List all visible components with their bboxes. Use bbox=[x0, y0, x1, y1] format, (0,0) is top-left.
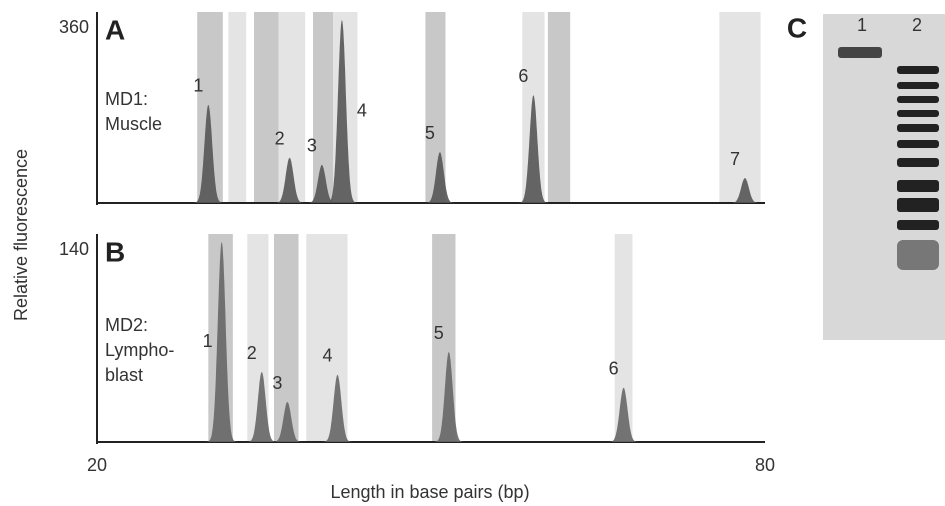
bin-band bbox=[254, 12, 278, 203]
peak bbox=[606, 388, 642, 442]
panel-letter: B bbox=[105, 236, 125, 267]
bin-band bbox=[228, 12, 246, 203]
panel: 360 A MD1: Muscle 1 2 3 4 5 6 7 bbox=[59, 12, 765, 205]
peak-label: 5 bbox=[425, 123, 435, 143]
gel: C 1 2 bbox=[787, 12, 945, 340]
y-axis-label: Relative fluorescence bbox=[11, 149, 31, 321]
annotation: Lympho- bbox=[105, 340, 174, 360]
peak-label: 1 bbox=[193, 76, 203, 96]
panel-letter: C bbox=[787, 12, 807, 43]
peak-label: 2 bbox=[275, 129, 285, 149]
peak-label: 4 bbox=[357, 100, 367, 120]
peak-label: 5 bbox=[434, 323, 444, 343]
gel-band bbox=[838, 47, 882, 58]
x-axis-label: Length in base pairs (bp) bbox=[330, 482, 529, 502]
annotation: Muscle bbox=[105, 114, 162, 134]
x-tick-label: 80 bbox=[755, 455, 775, 475]
peak-label: 2 bbox=[247, 343, 257, 363]
lane-label: 2 bbox=[912, 15, 922, 35]
peak-label: 4 bbox=[322, 346, 332, 366]
annotation: blast bbox=[105, 365, 143, 385]
annotation: MD1: bbox=[105, 89, 148, 109]
peak bbox=[516, 95, 552, 203]
annotation: MD2: bbox=[105, 315, 148, 335]
gel-image bbox=[823, 14, 945, 340]
x-tick-label: 20 bbox=[87, 455, 107, 475]
lane-label: 1 bbox=[857, 15, 867, 35]
peak-label: 3 bbox=[272, 373, 282, 393]
peak-label: 6 bbox=[518, 66, 528, 86]
peak-label: 1 bbox=[203, 331, 213, 351]
peak-label: 3 bbox=[307, 136, 317, 156]
peak-label: 6 bbox=[609, 358, 619, 378]
bin-band bbox=[548, 12, 570, 203]
figure: Relative fluorescence Length in base pai… bbox=[0, 0, 945, 506]
y-tick-label: 140 bbox=[59, 239, 89, 259]
peak-label: 7 bbox=[730, 149, 740, 169]
panel-letter: A bbox=[105, 14, 125, 45]
y-tick-label: 360 bbox=[59, 17, 89, 37]
bin-band bbox=[719, 12, 760, 203]
